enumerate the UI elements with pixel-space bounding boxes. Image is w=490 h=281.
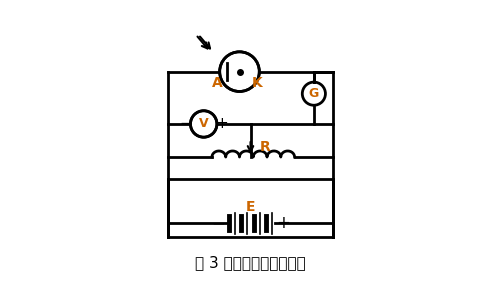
Text: +: + <box>216 116 228 132</box>
Text: G: G <box>309 87 319 100</box>
Text: K: K <box>252 76 263 90</box>
Text: −: − <box>211 214 225 232</box>
Circle shape <box>192 112 216 136</box>
Text: A: A <box>212 76 223 90</box>
Text: R: R <box>260 140 271 153</box>
Circle shape <box>221 53 258 90</box>
Text: 图 3 光电效应实验原理图: 图 3 光电效应实验原理图 <box>195 256 306 271</box>
Text: V: V <box>199 117 209 130</box>
Text: −: − <box>179 116 192 132</box>
Text: E: E <box>246 200 255 214</box>
Text: +: + <box>276 214 290 232</box>
